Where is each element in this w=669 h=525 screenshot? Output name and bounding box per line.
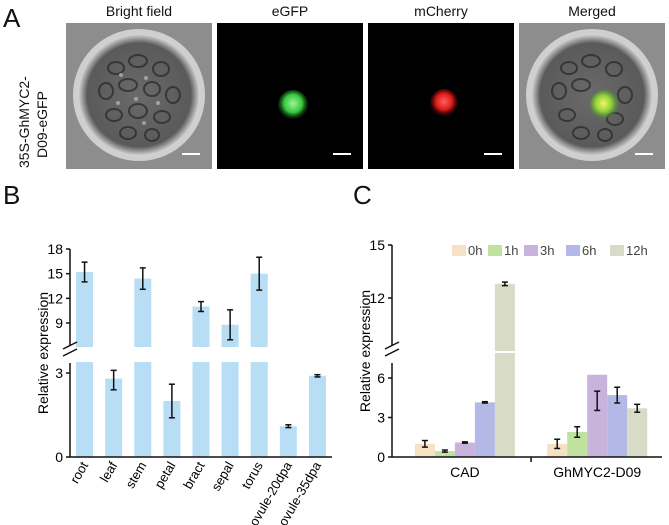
y-tick-label-0: 0 xyxy=(55,449,63,465)
x-tick-label-CAD: CAD xyxy=(450,464,480,480)
y-tick-label-9: 9 xyxy=(55,315,63,331)
x-tick-label-sepal: sepal xyxy=(208,459,237,494)
bar-root xyxy=(76,272,94,457)
legend-label-0h: 0h xyxy=(468,243,482,258)
y-tick-label-3: 3 xyxy=(377,410,385,426)
x-tick-label-petal: petal xyxy=(151,459,178,491)
construct-label: 35S-GhMYC2- D09-eGFP xyxy=(12,48,72,168)
bar-GhMYC2-D09-3h xyxy=(587,374,608,457)
bar-GhMYC2-D09-1h xyxy=(567,431,588,457)
legend-label-6h: 6h xyxy=(582,243,596,258)
axis-break-mark-1 xyxy=(62,341,78,350)
bar-GhMYC2-D09-0h xyxy=(547,443,568,457)
legend-swatch-12h xyxy=(610,245,624,256)
y-axis-label: Relative expression xyxy=(357,290,373,412)
bar-sepal xyxy=(221,324,239,457)
title-merged: Merged xyxy=(568,3,616,19)
axis-break-mark-1 xyxy=(384,341,400,350)
y-tick-label-12: 12 xyxy=(47,290,63,306)
y-tick-label-12: 12 xyxy=(369,290,385,306)
x-tick-label-GhMYC2-D09: GhMYC2-D09 xyxy=(553,464,641,480)
y-tick-label-15: 15 xyxy=(47,266,63,282)
y-tick-label-6: 6 xyxy=(377,370,385,386)
bar-bract xyxy=(192,306,210,457)
image-mcherry xyxy=(368,23,514,169)
x-tick-label-torus: torus xyxy=(238,459,266,492)
legend-swatch-0h xyxy=(452,245,466,256)
bar-GhMYC2-D09-12h xyxy=(627,408,648,457)
title-egfp: eGFP xyxy=(271,3,309,19)
scale-bar xyxy=(182,153,200,155)
panel-letter-c: C xyxy=(353,180,372,210)
bar-leaf xyxy=(105,378,123,457)
bar-CAD-3h xyxy=(454,442,475,457)
legend-swatch-1h xyxy=(488,245,502,256)
axis-break-mark-2 xyxy=(384,348,400,357)
legend-swatch-6h xyxy=(566,245,580,256)
scale-bar xyxy=(484,153,502,155)
chart-time-course-expression: CAD GhMYC2-D09 0 3 6 12 15 Relative expression 0… xyxy=(357,237,662,480)
construct-label-line2: D09-eGFP xyxy=(34,91,50,158)
axis-break-gap xyxy=(71,347,333,362)
image-egfp xyxy=(217,23,363,169)
y-tick-label-0: 0 xyxy=(377,449,385,465)
scale-bar xyxy=(333,153,351,155)
scale-bar xyxy=(635,153,653,155)
title-bright-field: Bright field xyxy=(105,3,173,19)
legend-label-1h: 1h xyxy=(504,243,518,258)
x-tick-label-stem: stem xyxy=(122,459,149,491)
title-mcherry: mCherry xyxy=(414,3,468,19)
bar-CAD-1h xyxy=(434,451,455,457)
legend-label-3h: 3h xyxy=(540,243,554,258)
bar-CAD-6h xyxy=(474,402,495,457)
panel-letter-a: A xyxy=(3,3,21,33)
y-axis-label: Relative expression xyxy=(35,292,51,414)
y-tick-label-15: 15 xyxy=(369,237,385,253)
axis-break-mark-2 xyxy=(62,348,78,357)
panel-letter-b: B xyxy=(3,180,21,210)
bar-ovule-35dpa xyxy=(308,375,326,457)
x-tick-label-bract: bract xyxy=(180,459,208,492)
bar-CAD-12h xyxy=(494,283,515,457)
bar-stem xyxy=(134,278,152,457)
chart-tissue-expression: root leaf stem petal bract sepal torusovule-20… xyxy=(35,241,333,525)
bar-GhMYC2-D09-6h xyxy=(607,395,628,457)
legend-label-12h: 12h xyxy=(626,243,648,258)
bar-CAD-0h xyxy=(414,443,435,457)
construct-label-line1: 35S-GhMYC2- xyxy=(16,76,32,168)
y-tick-label-3: 3 xyxy=(55,365,63,381)
y-tick-label-18: 18 xyxy=(47,241,63,257)
image-merged xyxy=(519,23,665,169)
bar-torus xyxy=(250,273,268,457)
bar-ovule-20dpa xyxy=(279,426,297,457)
legend-swatch-3h xyxy=(524,245,538,256)
x-tick-label-leaf: leaf xyxy=(97,459,121,485)
image-bright-field xyxy=(66,23,212,169)
bar-petal xyxy=(163,401,181,457)
x-tick-label-root: root xyxy=(67,459,91,486)
